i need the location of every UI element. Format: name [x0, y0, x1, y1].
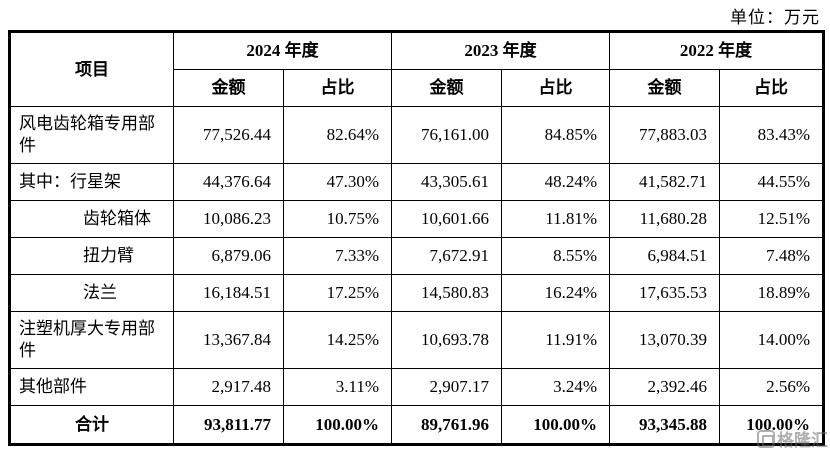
amount-cell: 10,086.23: [173, 200, 284, 238]
amount-cell: 93,811.77: [173, 405, 284, 445]
ratio-cell: 47.30%: [283, 163, 392, 201]
ratio-cell: 48.24%: [501, 163, 610, 201]
amount-cell: 2,907.17: [391, 368, 502, 406]
ratio-cell: 8.55%: [501, 237, 610, 275]
amount-cell: 6,879.06: [173, 237, 284, 275]
ratio-cell: 14.00%: [719, 311, 824, 369]
table-row: 扭力臂 6,879.06 7.33% 7,672.91 8.55% 6,984.51 7.4…: [9, 237, 824, 275]
table-body: 风电齿轮箱专用部件 77,526.44 82.64% 76,161.00 84.85% 7…: [9, 106, 824, 445]
amount-cell: 76,161.00: [391, 106, 502, 164]
item-label: 其中：行星架: [9, 163, 174, 201]
ratio-cell: 12.51%: [719, 200, 824, 238]
ratio-cell: 10.75%: [283, 200, 392, 238]
ratio-cell: 83.43%: [719, 106, 824, 164]
ratio-header-2024: 占比: [283, 69, 392, 107]
amount-cell: 89,761.96: [391, 405, 502, 445]
amount-header-2023: 金额: [391, 69, 502, 107]
ratio-cell: 3.11%: [283, 368, 392, 406]
item-label: 合计: [9, 405, 174, 445]
table-header-row-subs: 金额 占比 金额 占比 金额 占比: [10, 69, 824, 107]
amount-cell: 10,601.66: [391, 200, 502, 238]
financial-data-table: 项目 2024 年度 2023 年度 2022 年度 金额 占比 金额 占比 金…: [8, 30, 825, 446]
amount-cell: 17,635.53: [609, 274, 720, 312]
item-label: 注塑机厚大专用部件: [9, 311, 174, 369]
item-label: 扭力臂: [9, 237, 174, 275]
ratio-cell: 44.55%: [719, 163, 824, 201]
ratio-cell: 100.00%: [501, 405, 610, 445]
ratio-header-2023: 占比: [501, 69, 610, 107]
amount-cell: 77,526.44: [173, 106, 284, 164]
item-label: 法兰: [9, 274, 174, 312]
amount-cell: 2,392.46: [609, 368, 720, 406]
item-label: 风电齿轮箱专用部件: [9, 106, 174, 164]
item-column-header: 项目: [9, 31, 174, 107]
amount-cell: 44,376.64: [173, 163, 284, 201]
table-row: 法兰 16,184.51 17.25% 14,580.83 16.24% 17,635.5…: [9, 274, 824, 312]
table-row: 齿轮箱体 10,086.23 10.75% 10,601.66 11.81% 11,680…: [9, 200, 824, 238]
ratio-cell: 17.25%: [283, 274, 392, 312]
ratio-cell: 3.24%: [501, 368, 610, 406]
ratio-cell: 11.81%: [501, 200, 610, 238]
amount-cell: 2,917.48: [173, 368, 284, 406]
amount-cell: 43,305.61: [391, 163, 502, 201]
ratio-cell: 100.00%: [719, 405, 824, 445]
amount-header-2024: 金额: [173, 69, 284, 107]
unit-label: 单位：万元: [730, 8, 820, 27]
table-header-row-years: 项目 2024 年度 2023 年度 2022 年度: [9, 31, 824, 107]
year-header-2022: 2022 年度: [609, 31, 824, 70]
amount-cell: 13,367.84: [173, 311, 284, 369]
ratio-cell: 18.89%: [719, 274, 824, 312]
table-row-total: 合计 93,811.77 100.00% 89,761.96 100.00% 93,345…: [9, 405, 824, 445]
item-label: 齿轮箱体: [9, 200, 174, 238]
ratio-header-2022: 占比: [719, 69, 824, 107]
ratio-cell: 7.48%: [719, 237, 824, 275]
amount-cell: 93,345.88: [609, 405, 720, 445]
table-row: 其中：行星架 44,376.64 47.30% 43,305.61 48.24% 41,5…: [9, 163, 824, 201]
ratio-cell: 2.56%: [719, 368, 824, 406]
amount-cell: 13,070.39: [609, 311, 720, 369]
amount-cell: 16,184.51: [173, 274, 284, 312]
amount-header-2022: 金额: [609, 69, 720, 107]
item-label: 其他部件: [9, 368, 174, 406]
amount-cell: 41,582.71: [609, 163, 720, 201]
amount-cell: 6,984.51: [609, 237, 720, 275]
table-header: 项目 2024 年度 2023 年度 2022 年度 金额 占比 金额 占比 金…: [9, 31, 824, 107]
ratio-cell: 100.00%: [283, 405, 392, 445]
amount-cell: 14,580.83: [391, 274, 502, 312]
year-header-2024: 2024 年度: [173, 31, 392, 70]
ratio-cell: 7.33%: [283, 237, 392, 275]
amount-cell: 11,680.28: [609, 200, 720, 238]
amount-cell: 77,883.03: [609, 106, 720, 164]
ratio-cell: 11.91%: [501, 311, 610, 369]
table-row: 注塑机厚大专用部件 13,367.84 14.25% 10,693.78 11.91% 1…: [9, 311, 824, 369]
ratio-cell: 14.25%: [283, 311, 392, 369]
ratio-cell: 84.85%: [501, 106, 610, 164]
amount-cell: 7,672.91: [391, 237, 502, 275]
ratio-cell: 16.24%: [501, 274, 610, 312]
table-row: 风电齿轮箱专用部件 77,526.44 82.64% 76,161.00 84.85% 7…: [9, 106, 824, 164]
table-row: 其他部件 2,917.48 3.11% 2,907.17 3.24% 2,392.46 2.…: [9, 368, 824, 406]
ratio-cell: 82.64%: [283, 106, 392, 164]
amount-cell: 10,693.78: [391, 311, 502, 369]
year-header-2023: 2023 年度: [391, 31, 610, 70]
